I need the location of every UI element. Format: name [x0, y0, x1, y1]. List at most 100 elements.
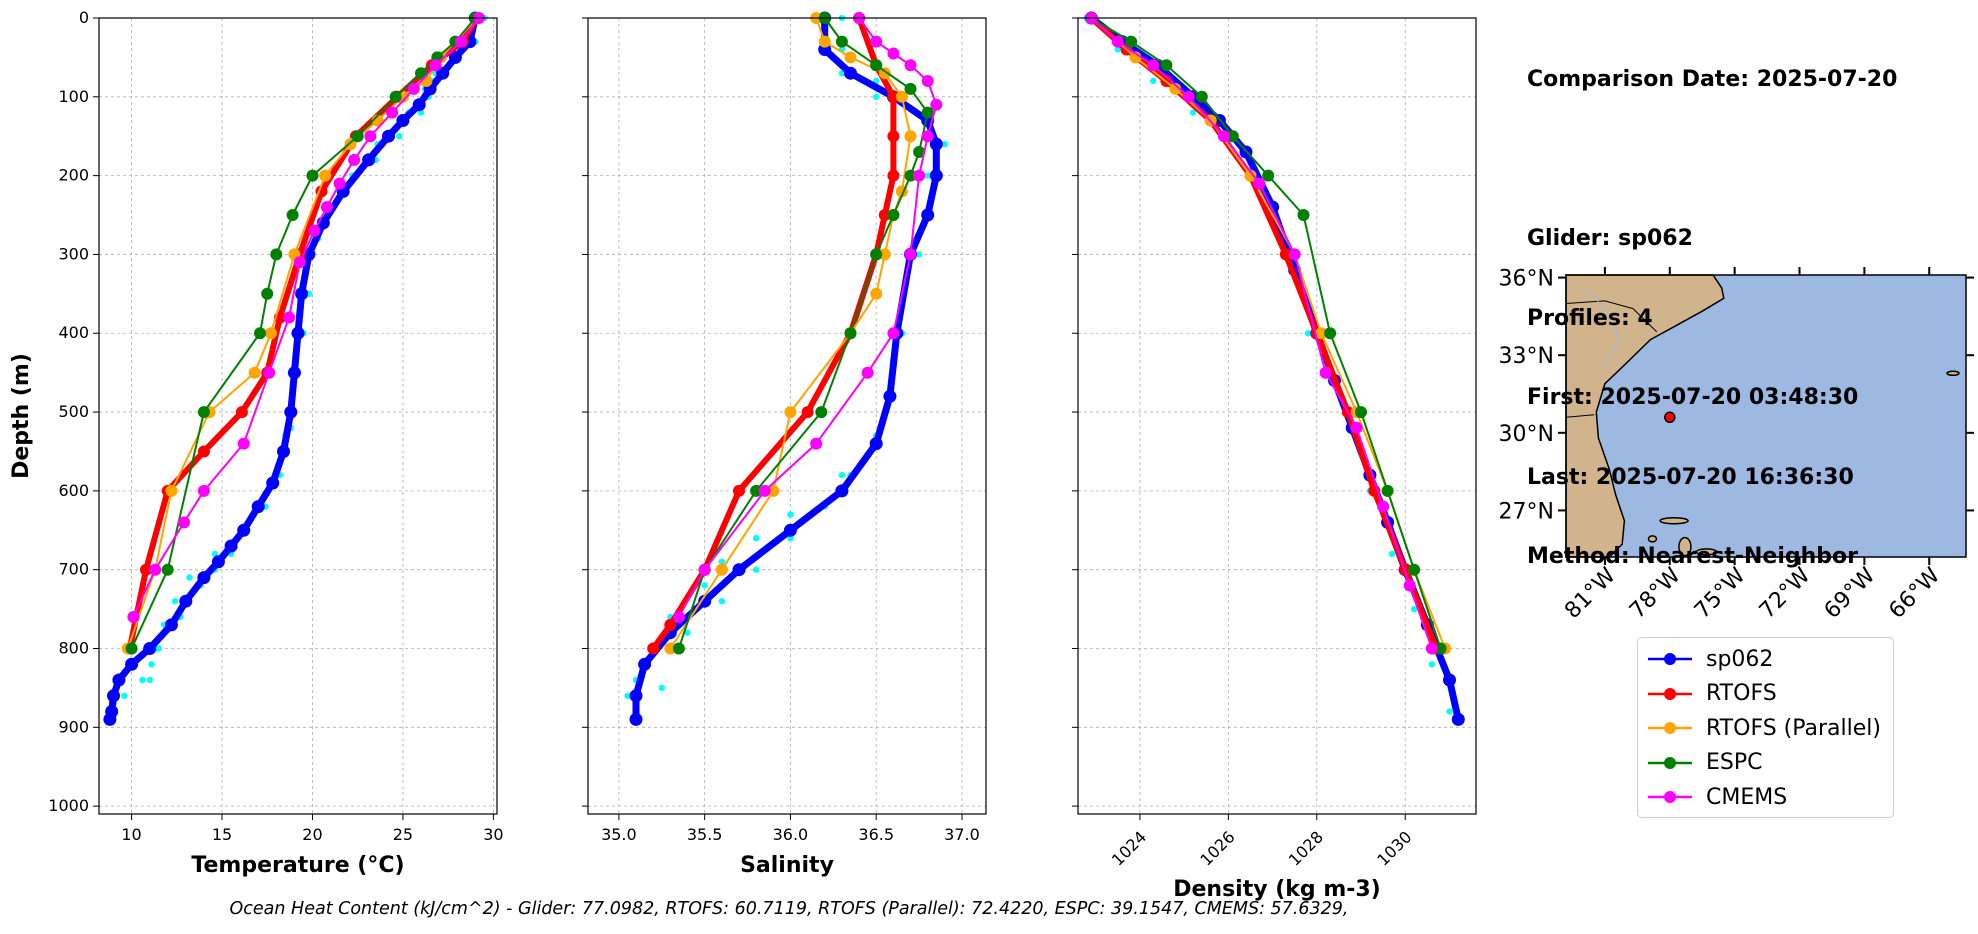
legend-label: sp062: [1706, 646, 1774, 672]
data-point: [1425, 642, 1438, 655]
legend-swatch: [1648, 788, 1692, 806]
data-point: [295, 287, 309, 301]
data-point: [835, 484, 849, 498]
data-point: [698, 563, 711, 576]
data-point: [1451, 712, 1465, 726]
data-point: [1304, 330, 1312, 337]
data-point: [733, 484, 745, 497]
data-point: [308, 224, 321, 237]
data-point: [407, 82, 420, 95]
legend-item: sp062: [1638, 642, 1893, 677]
data-point: [750, 484, 763, 497]
data-point: [887, 47, 900, 60]
island: [1695, 548, 1718, 556]
data-point: [1125, 35, 1138, 48]
data-point: [835, 35, 848, 48]
data-point: [121, 692, 128, 699]
data-point: [1169, 82, 1182, 95]
data-point: [139, 676, 146, 684]
data-point: [878, 248, 891, 261]
x-tick-label: 1024: [1108, 827, 1150, 869]
data-point: [844, 66, 857, 80]
data-point: [870, 287, 883, 300]
first-time: First: 2025-07-20 03:48:30: [1527, 385, 1859, 410]
data-point: [270, 248, 283, 261]
data-point: [389, 90, 402, 103]
data-point: [224, 539, 238, 553]
last-time: Last: 2025-07-20 16:36:30: [1527, 464, 1854, 490]
data-point: [904, 82, 917, 95]
x-tick-label: 25: [393, 825, 413, 844]
data-point: [924, 172, 931, 179]
x-tick-label: 36.5: [858, 825, 894, 844]
data-point: [701, 582, 708, 589]
data-point: [638, 657, 652, 671]
data-point: [125, 642, 138, 655]
legend-item: ESPC: [1638, 746, 1893, 781]
x-tick-label: 1028: [1285, 827, 1327, 869]
y-tick-label: 800: [58, 638, 89, 657]
state-border: [1565, 414, 1595, 418]
data-point: [396, 114, 410, 127]
island: [1678, 536, 1692, 557]
data-point: [870, 35, 883, 48]
data-point: [415, 67, 427, 80]
legend-item: RTOFS: [1638, 677, 1893, 712]
island: [1647, 535, 1658, 543]
data-point: [870, 59, 883, 72]
data-point: [915, 251, 923, 258]
data-point: [1446, 708, 1453, 715]
legend-label: ESPC: [1706, 750, 1763, 776]
data-point: [348, 153, 361, 166]
data-point: [1410, 605, 1418, 613]
data-point: [921, 106, 934, 119]
series-line: [1090, 17, 1433, 649]
data-point: [887, 327, 900, 340]
data-point: [1443, 673, 1456, 687]
data-point: [672, 611, 685, 623]
data-point: [436, 66, 450, 80]
y-tick-label: 200: [58, 166, 89, 185]
data-point: [629, 689, 643, 703]
legend-label: RTOFS: [1706, 681, 1777, 707]
data-point: [266, 476, 280, 490]
data-point: [732, 563, 746, 577]
data-point: [758, 484, 771, 497]
data-point: [904, 130, 917, 143]
data-point: [838, 70, 846, 77]
lat-tick-label: 27°N: [1499, 499, 1554, 524]
state-border: [1565, 300, 1658, 333]
data-point: [672, 642, 685, 655]
lat-tick-label: 33°N: [1499, 344, 1554, 369]
data-point: [1408, 563, 1421, 576]
data-point: [1388, 550, 1396, 558]
data-point: [1262, 169, 1275, 182]
comparison-date: Comparison Date: 2025-07-20: [1527, 67, 1898, 92]
profiles-count: Profiles: 4: [1527, 305, 1653, 331]
legend-swatch: [1648, 685, 1692, 703]
y-tick-label: 300: [58, 244, 89, 263]
series-line: [1089, 15, 1462, 721]
data-point: [149, 563, 162, 576]
data-point: [921, 75, 934, 87]
y-tick-label: 500: [58, 402, 89, 421]
data-point: [1377, 500, 1390, 513]
data-point: [171, 598, 179, 605]
temperature-panel: 10 15 20 25 30010020030040050060070080090010…: [9, 8, 504, 878]
axes-frame: [98, 17, 498, 815]
legend-label: CMEMS: [1706, 784, 1788, 810]
glider-name: Glider: sp062: [1527, 226, 1693, 251]
y-tick-label: 900: [58, 717, 89, 736]
lat-tick-label: 30°N: [1499, 422, 1554, 447]
axes-frame: [587, 17, 987, 815]
data-point: [870, 248, 883, 261]
data-point: [895, 90, 908, 103]
data-point: [186, 574, 193, 581]
x-axis-label: Density (kg m-3): [1173, 877, 1381, 902]
data-point: [237, 523, 251, 537]
data-point: [1160, 59, 1173, 72]
island: [1946, 370, 1960, 377]
data-point: [412, 98, 426, 112]
x-tick-label: 15: [212, 825, 232, 844]
